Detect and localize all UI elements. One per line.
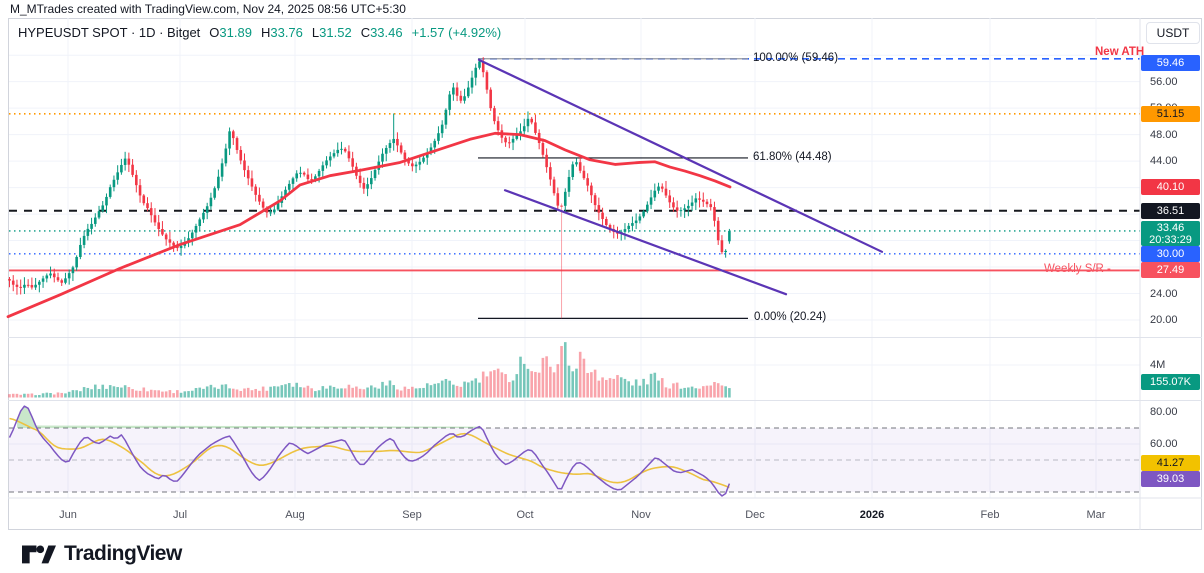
time-tick-Jun: Jun: [59, 509, 77, 521]
price-change: +1.57 (+4.92%): [411, 25, 502, 40]
time-tick-Sep: Sep: [402, 509, 422, 521]
ohlc-open: O31.89: [209, 25, 252, 40]
price-label-rsi-value: 39.03: [1141, 471, 1200, 487]
time-tick-Feb: Feb: [980, 509, 1000, 521]
price-label-weekly-sr-price: 27.49: [1141, 262, 1200, 278]
time-tick-2026: 2026: [859, 509, 885, 521]
rsi-tick-60.00: 60.00: [1150, 438, 1178, 450]
weekly-sr-label: Weekly S/R -: [1044, 263, 1111, 275]
fib-0-label[interactable]: 0.00% (20.24): [754, 311, 827, 323]
time-tick-Dec: Dec: [745, 509, 765, 521]
symbol-header[interactable]: HYPEUSDT SPOT · 1D · Bitget O31.89 H33.7…: [18, 25, 501, 40]
chart-widget: [8, 18, 1202, 530]
tradingview-logo-text: TradingView: [64, 542, 182, 565]
volume-tick: 4M: [1150, 359, 1166, 371]
new-ath-label: New ATH: [1095, 46, 1145, 58]
price-tick-44.00: 44.00: [1150, 155, 1178, 168]
tradingview-logo[interactable]: TradingView: [22, 541, 182, 567]
price-label-volume-value: 155.07K: [1141, 374, 1200, 390]
tradingview-logo-icon: [22, 545, 56, 564]
currency-toggle-button[interactable]: USDT: [1146, 22, 1200, 44]
ohlc-low: L31.52: [311, 25, 352, 40]
time-tick-Nov: Nov: [631, 509, 651, 521]
time-tick-Oct: Oct: [516, 509, 534, 521]
price-label-level-30-00: 30.00: [1141, 246, 1200, 262]
fib-100-label[interactable]: 100.00% (59.46): [753, 52, 839, 64]
time-tick-Mar: Mar: [1086, 509, 1106, 521]
price-label-level-36-51: 36.51: [1141, 203, 1200, 219]
ohlc-close: C33.46: [360, 25, 403, 40]
time-tick-Aug: Aug: [285, 509, 305, 521]
symbol-title: HYPEUSDT SPOT · 1D · Bitget: [18, 25, 201, 40]
price-label-level-51-15: 51.15: [1141, 106, 1200, 122]
price-label-ath-price: 59.46: [1141, 55, 1200, 71]
ohlc-high: H33.76: [260, 25, 303, 40]
price-label-ma-value: 40.10: [1141, 179, 1200, 195]
price-tick-48.00: 48.00: [1150, 128, 1178, 141]
price-tick-56.00: 56.00: [1150, 75, 1178, 88]
fib-618-label[interactable]: 61.80% (44.48): [753, 151, 832, 163]
attribution-text: M_MTrades created with TradingView.com, …: [10, 2, 406, 16]
countdown-timer: 20:33:29: [1149, 233, 1192, 246]
price-label-last-price: 33.46 20:33:29: [1141, 221, 1200, 246]
price-tick-20.00: 20.00: [1150, 314, 1178, 326]
rsi-tick-80.00: 80.00: [1150, 406, 1178, 418]
price-tick-24.00: 24.00: [1150, 287, 1178, 300]
price-label-rsi-ma-value: 41.27: [1141, 455, 1200, 471]
time-tick-Jul: Jul: [172, 509, 188, 521]
